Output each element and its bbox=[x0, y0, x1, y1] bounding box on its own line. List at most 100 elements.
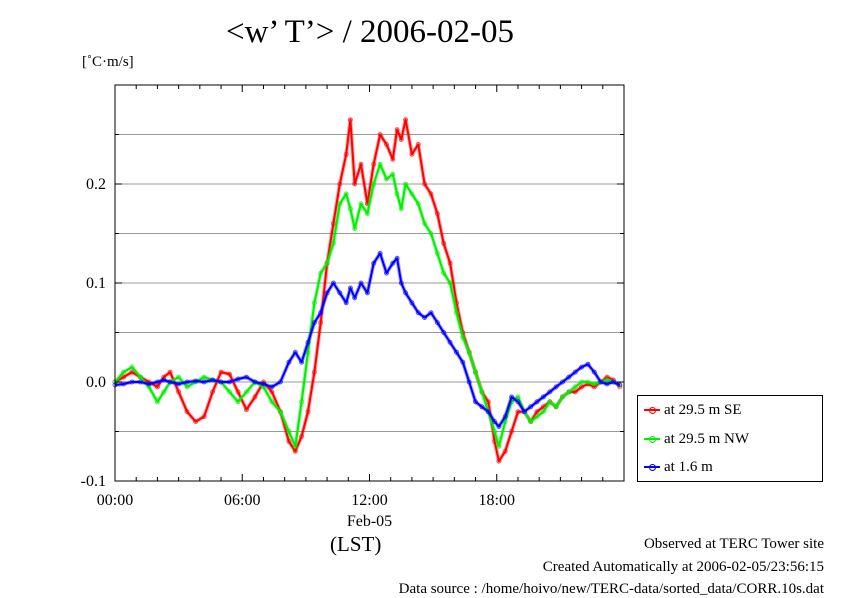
legend-label-nw: at 29.5 m NW bbox=[664, 430, 749, 447]
data-point bbox=[286, 429, 292, 434]
data-point bbox=[330, 221, 336, 227]
data-point bbox=[547, 389, 553, 395]
data-point bbox=[515, 394, 521, 400]
data-point bbox=[502, 414, 508, 420]
data-point bbox=[210, 377, 216, 383]
data-point bbox=[553, 384, 559, 390]
data-point bbox=[244, 374, 249, 380]
data-point bbox=[466, 349, 472, 355]
data-point bbox=[358, 201, 364, 207]
data-point bbox=[534, 399, 540, 405]
data-point bbox=[377, 250, 383, 256]
data-point bbox=[161, 377, 167, 383]
data-point bbox=[447, 280, 453, 286]
data-point bbox=[398, 137, 404, 142]
data-point bbox=[371, 161, 377, 167]
data-point bbox=[521, 409, 527, 415]
data-point bbox=[403, 181, 409, 187]
data-point bbox=[566, 374, 572, 380]
data-point bbox=[343, 151, 349, 157]
legend-item-se: at 29.5 m SE bbox=[644, 401, 742, 419]
data-point bbox=[137, 379, 143, 385]
data-point bbox=[377, 161, 383, 167]
data-point bbox=[121, 374, 126, 380]
data-point bbox=[409, 191, 415, 197]
data-point bbox=[227, 389, 232, 395]
data-point bbox=[428, 310, 434, 316]
legend-swatch-nw bbox=[644, 434, 660, 444]
y-tick-label: 0.2 bbox=[86, 176, 106, 193]
data-point bbox=[252, 379, 258, 385]
data-point bbox=[343, 300, 349, 306]
data-point bbox=[434, 211, 440, 217]
data-point bbox=[299, 433, 305, 439]
data-point bbox=[422, 221, 428, 227]
x-tick-label: 06:00 bbox=[224, 492, 260, 509]
data-point bbox=[617, 382, 623, 388]
data-point bbox=[167, 369, 173, 375]
data-point bbox=[540, 394, 546, 400]
data-point bbox=[390, 260, 396, 266]
data-point bbox=[146, 381, 152, 387]
credit-source: Data source : /home/hoivo/new/TERC-data/… bbox=[398, 581, 824, 597]
series-3 bbox=[112, 250, 623, 430]
data-point bbox=[441, 270, 447, 276]
legend-item-1-6m: at 1.6 m bbox=[644, 458, 713, 476]
grid-lines bbox=[115, 134, 624, 432]
data-point bbox=[496, 458, 502, 464]
data-point bbox=[318, 270, 324, 276]
data-point bbox=[277, 379, 283, 385]
data-point bbox=[492, 429, 498, 434]
data-point bbox=[515, 409, 521, 415]
y-axis-unit-label: [˚C·m/s] bbox=[82, 54, 134, 70]
data-point bbox=[235, 376, 241, 382]
data-point bbox=[403, 117, 409, 123]
data-point bbox=[409, 300, 415, 306]
data-point bbox=[441, 330, 447, 335]
data-point bbox=[364, 211, 370, 217]
data-point bbox=[591, 381, 597, 387]
data-point bbox=[479, 404, 485, 410]
series-halo bbox=[114, 251, 621, 429]
legend-label-se: at 29.5 m SE bbox=[664, 401, 742, 418]
data-point bbox=[337, 201, 343, 207]
data-point bbox=[337, 181, 343, 187]
data-point bbox=[572, 384, 578, 390]
data-point bbox=[540, 409, 546, 415]
data-point bbox=[244, 389, 249, 395]
data-point bbox=[352, 295, 358, 301]
data-point bbox=[591, 369, 597, 375]
data-point bbox=[390, 171, 396, 177]
data-point bbox=[227, 379, 232, 385]
y-tick-label: 0.1 bbox=[86, 275, 106, 292]
data-point bbox=[415, 310, 421, 316]
data-point bbox=[286, 359, 292, 365]
data-point bbox=[269, 399, 275, 405]
data-point bbox=[572, 369, 578, 375]
data-point bbox=[299, 399, 305, 405]
data-point bbox=[311, 369, 317, 375]
data-point bbox=[384, 270, 389, 276]
data-point bbox=[129, 364, 135, 370]
data-point bbox=[485, 399, 491, 405]
data-point bbox=[415, 201, 421, 207]
data-point bbox=[352, 181, 358, 187]
data-point bbox=[509, 429, 515, 434]
data-point bbox=[398, 280, 404, 286]
data-point bbox=[299, 359, 305, 365]
data-point bbox=[441, 240, 447, 246]
data-point bbox=[585, 361, 591, 367]
data-point bbox=[371, 260, 377, 266]
data-point bbox=[454, 310, 459, 316]
data-point bbox=[598, 379, 604, 385]
data-point bbox=[371, 181, 377, 187]
data-point bbox=[292, 443, 298, 449]
series-line bbox=[114, 252, 621, 428]
data-point bbox=[227, 371, 232, 377]
data-point bbox=[210, 389, 216, 395]
data-point bbox=[305, 349, 311, 355]
data-point bbox=[358, 161, 364, 167]
data-point bbox=[585, 379, 591, 385]
data-point bbox=[428, 191, 434, 197]
data-point bbox=[454, 349, 459, 355]
